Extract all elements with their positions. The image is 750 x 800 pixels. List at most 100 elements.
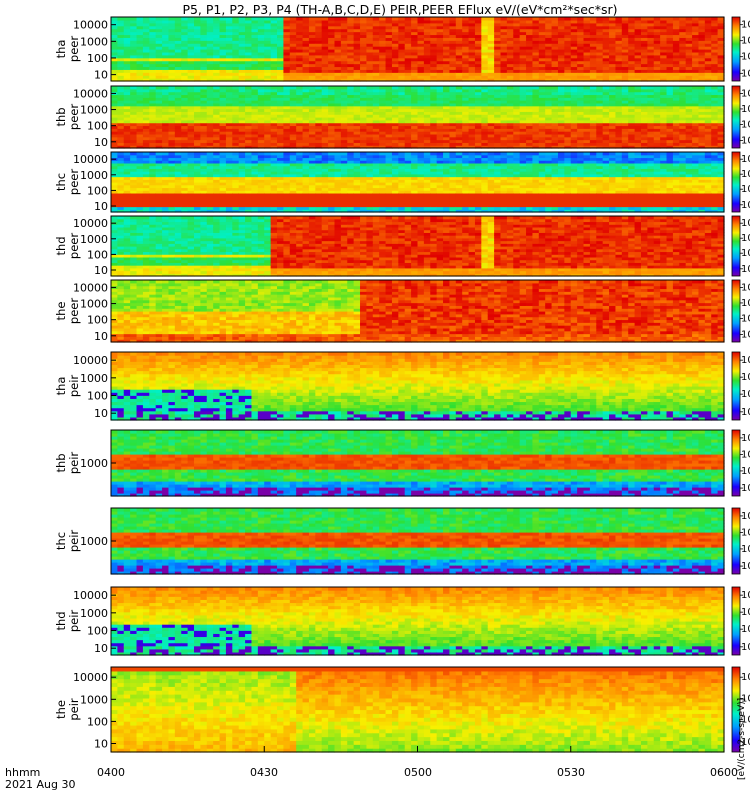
probe-label: tha xyxy=(54,40,68,59)
heatmap-cell xyxy=(660,51,668,56)
heatmap-cell xyxy=(372,60,380,65)
heatmap-cell xyxy=(672,25,680,30)
heatmap-cell xyxy=(136,119,144,124)
heatmap-cell xyxy=(334,122,342,127)
heatmap-cell xyxy=(685,75,693,79)
heatmap-cell xyxy=(640,91,648,96)
heatmap-cell xyxy=(481,97,489,101)
heatmap-cell xyxy=(142,19,150,24)
heatmap-cell xyxy=(634,43,642,47)
heatmap-cell xyxy=(136,78,144,82)
heatmap-cell xyxy=(455,34,463,38)
heatmap-cell xyxy=(436,78,444,82)
heatmap-cell xyxy=(417,142,425,146)
heatmap-cell xyxy=(270,125,278,129)
heatmap-cell xyxy=(340,78,348,82)
heatmap-cell xyxy=(417,114,425,118)
heatmap-cell xyxy=(628,54,636,59)
heatmap-cell xyxy=(225,46,233,50)
heatmap-cell xyxy=(328,133,336,138)
heatmap-cell xyxy=(385,125,393,129)
heatmap-cell xyxy=(519,102,527,107)
heatmap-cell xyxy=(609,102,617,107)
heatmap-cell xyxy=(417,86,425,90)
heatmap-cell xyxy=(557,111,565,115)
heatmap-cell xyxy=(672,54,680,59)
heatmap-cell xyxy=(570,54,578,59)
heatmap-cell xyxy=(660,94,668,98)
heatmap-cell xyxy=(398,102,406,107)
heatmap-cell xyxy=(455,119,463,124)
heatmap-cell xyxy=(545,34,553,38)
heatmap-cell xyxy=(142,102,150,107)
heatmap-cell xyxy=(283,111,291,115)
heatmap-cell xyxy=(474,102,482,107)
heatmap-cell xyxy=(704,31,712,36)
heatmap-cell xyxy=(628,122,636,127)
heatmap-cell xyxy=(443,136,451,141)
heatmap-cell xyxy=(149,22,157,27)
heatmap-cell xyxy=(379,72,387,76)
heatmap-cell xyxy=(532,88,540,93)
heatmap-cell xyxy=(328,57,336,62)
heatmap-cell xyxy=(257,145,265,149)
heatmap-cell xyxy=(328,28,336,33)
heatmap-cell xyxy=(385,22,393,27)
heatmap-cell xyxy=(283,117,291,121)
heatmap-cell xyxy=(155,145,163,149)
heatmap-cell xyxy=(379,111,387,115)
heatmap-cell xyxy=(474,60,482,65)
heatmap-cell xyxy=(206,100,214,104)
heatmap-cell xyxy=(321,131,329,135)
heatmap-cell xyxy=(494,108,502,112)
heatmap-cell xyxy=(474,54,482,59)
heatmap-cell xyxy=(130,94,138,98)
heatmap-cell xyxy=(551,57,559,62)
heatmap-cell xyxy=(411,139,419,143)
heatmap-cell xyxy=(577,133,585,138)
heatmap-cell xyxy=(398,131,406,135)
heatmap-cell xyxy=(117,28,125,33)
heatmap-cell xyxy=(532,145,540,149)
heatmap-cell xyxy=(615,122,623,127)
heatmap-cell xyxy=(206,94,214,98)
heatmap-cell xyxy=(660,86,668,90)
heatmap-cell xyxy=(340,69,348,73)
heatmap-cell xyxy=(130,100,138,104)
heatmap-cell xyxy=(583,46,591,50)
heatmap-cell xyxy=(289,34,297,38)
heatmap-cell xyxy=(500,91,508,96)
heatmap-cell xyxy=(653,66,661,70)
heatmap-cell xyxy=(404,145,412,149)
heatmap-cell xyxy=(302,88,310,93)
heatmap-cell xyxy=(360,17,368,21)
heatmap-cell xyxy=(123,19,131,24)
heatmap-cell xyxy=(270,88,278,93)
heatmap-cell xyxy=(123,49,131,53)
heatmap-cell xyxy=(315,97,323,101)
heatmap-cell xyxy=(557,142,565,146)
heatmap-cell xyxy=(564,66,572,70)
heatmap-cell xyxy=(666,105,674,110)
heatmap-cell xyxy=(232,49,240,53)
heatmap-cell xyxy=(455,49,463,53)
heatmap-cell xyxy=(130,122,138,127)
heatmap-cell xyxy=(430,111,438,115)
heatmap-cell xyxy=(417,105,425,110)
heatmap-cell xyxy=(111,78,118,82)
heatmap-cell xyxy=(353,125,361,129)
heatmap-cell xyxy=(360,34,368,38)
heatmap-cell xyxy=(519,72,527,76)
heatmap-cell xyxy=(302,100,310,104)
heatmap-cell xyxy=(640,78,648,82)
heatmap-cell xyxy=(181,145,189,149)
heatmap-cell xyxy=(225,100,233,104)
heatmap-cell xyxy=(570,108,578,112)
heatmap-cell xyxy=(545,100,553,104)
heatmap-cell xyxy=(117,86,125,90)
heatmap-cell xyxy=(506,114,514,118)
heatmap-cell xyxy=(385,75,393,79)
heatmap-cell xyxy=(251,66,259,70)
heatmap-cell xyxy=(474,51,482,56)
heatmap-cell xyxy=(245,51,253,56)
